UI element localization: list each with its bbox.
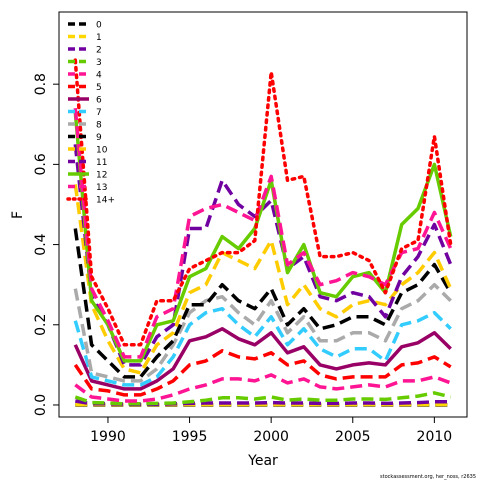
- legend-label: 6: [96, 95, 102, 105]
- series-line-14plus: [73, 58, 453, 347]
- series-line-8: [73, 282, 452, 383]
- x-tick-label: 2005: [335, 429, 371, 445]
- y-axis-title: F: [10, 211, 26, 219]
- legend-label: 9: [96, 133, 102, 143]
- series-line-5: [73, 349, 452, 397]
- legend-label: 0: [96, 20, 102, 30]
- series-line-6: [73, 327, 452, 391]
- x-axis-ticks: 1990 1995 2000 2005 2010: [90, 417, 452, 445]
- series-line-10: [73, 184, 453, 375]
- y-tick-label: 0.2: [33, 314, 49, 336]
- x-tick-label: 2010: [417, 429, 453, 445]
- legend-label: 14+: [96, 195, 115, 205]
- y-tick-label: 0.0: [33, 394, 49, 416]
- x-tick-label: 2000: [253, 429, 289, 445]
- credit-text: stockassessment.org, her_noss, r2635: [380, 474, 476, 480]
- legend-label: 3: [96, 58, 102, 68]
- series-lines: [73, 58, 453, 407]
- series-line-4: [74, 373, 452, 403]
- series-line-3: [74, 391, 452, 406]
- x-tick-label: 1990: [90, 429, 126, 445]
- y-tick-label: 0.6: [33, 153, 49, 175]
- legend-label: 4: [96, 70, 102, 80]
- y-tick-label: 0.8: [33, 73, 49, 95]
- legend-label: 7: [96, 108, 102, 118]
- legend-label: 10: [96, 145, 108, 155]
- x-axis-title: Year: [247, 453, 278, 469]
- series-line-7: [73, 306, 452, 387]
- series-line-13: [73, 108, 453, 359]
- y-axis-ticks: 0.0 0.2 0.4 0.6 0.8: [33, 73, 59, 416]
- legend-label: 12: [96, 170, 107, 180]
- y-tick-label: 0.4: [33, 233, 49, 255]
- legend-label: 5: [96, 83, 102, 93]
- legend-label: 13: [96, 183, 107, 193]
- legend-label: 2: [96, 45, 102, 55]
- legend-label: 11: [96, 158, 107, 168]
- series-line-9: [73, 228, 453, 379]
- x-tick-label: 1995: [172, 429, 208, 445]
- legend-label: 8: [96, 120, 102, 130]
- legend-label: 1: [96, 33, 102, 43]
